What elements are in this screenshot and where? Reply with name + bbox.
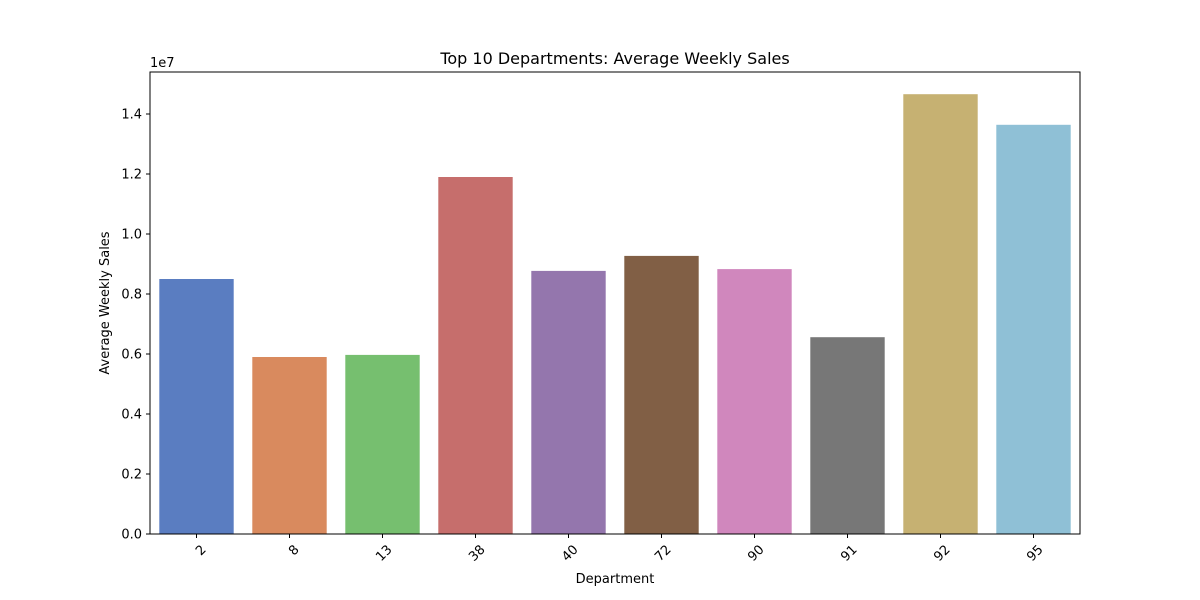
x-tick-label: 72 bbox=[652, 542, 674, 564]
bar-dept-40 bbox=[531, 270, 606, 534]
bar-dept-92 bbox=[903, 94, 978, 534]
y-axis-offset-label: 1e7 bbox=[150, 56, 175, 71]
y-axis-ticks: 0.0 0.2 0.4 0.6 0.8 1.0 1.2 1.4 bbox=[121, 108, 150, 543]
bars-group bbox=[159, 94, 1071, 535]
y-tick-label: 1.4 bbox=[121, 108, 142, 123]
bar-dept-2 bbox=[159, 279, 234, 534]
y-axis-label: Average Weekly Sales bbox=[98, 231, 113, 374]
y-tick-label: 0.6 bbox=[121, 348, 142, 363]
x-tick-label: 2 bbox=[193, 542, 209, 558]
bar-dept-91 bbox=[810, 337, 885, 534]
x-tick-label: 91 bbox=[838, 542, 860, 564]
x-tick-label: 90 bbox=[745, 542, 767, 564]
y-tick-label: 0.0 bbox=[121, 528, 142, 543]
bar-dept-95 bbox=[996, 124, 1071, 535]
bar-dept-13 bbox=[345, 354, 420, 534]
x-tick-label: 95 bbox=[1024, 542, 1046, 564]
plot-frame bbox=[149, 71, 1081, 535]
x-tick-label: 40 bbox=[559, 542, 581, 564]
bar-dept-8 bbox=[252, 357, 327, 534]
y-tick-label: 1.2 bbox=[121, 168, 142, 183]
y-tick-label: 1.0 bbox=[121, 228, 142, 243]
y-tick-label: 0.2 bbox=[121, 468, 142, 483]
x-tick-label: 8 bbox=[286, 542, 302, 558]
bar-dept-90 bbox=[717, 269, 792, 534]
bar-dept-38 bbox=[438, 177, 513, 534]
y-tick-label: 0.4 bbox=[121, 408, 142, 423]
x-axis-label: Department bbox=[576, 572, 655, 587]
x-axis-ticks: 2 8 13 38 40 72 90 91 92 95 bbox=[193, 534, 1047, 565]
x-tick-label: 13 bbox=[373, 542, 395, 564]
y-tick-label: 0.8 bbox=[121, 288, 142, 303]
x-tick-label: 38 bbox=[466, 542, 488, 564]
x-tick-label: 92 bbox=[931, 542, 953, 564]
bar-dept-72 bbox=[624, 255, 699, 534]
chart-title: Top 10 Departments: Average Weekly Sales bbox=[439, 49, 789, 68]
